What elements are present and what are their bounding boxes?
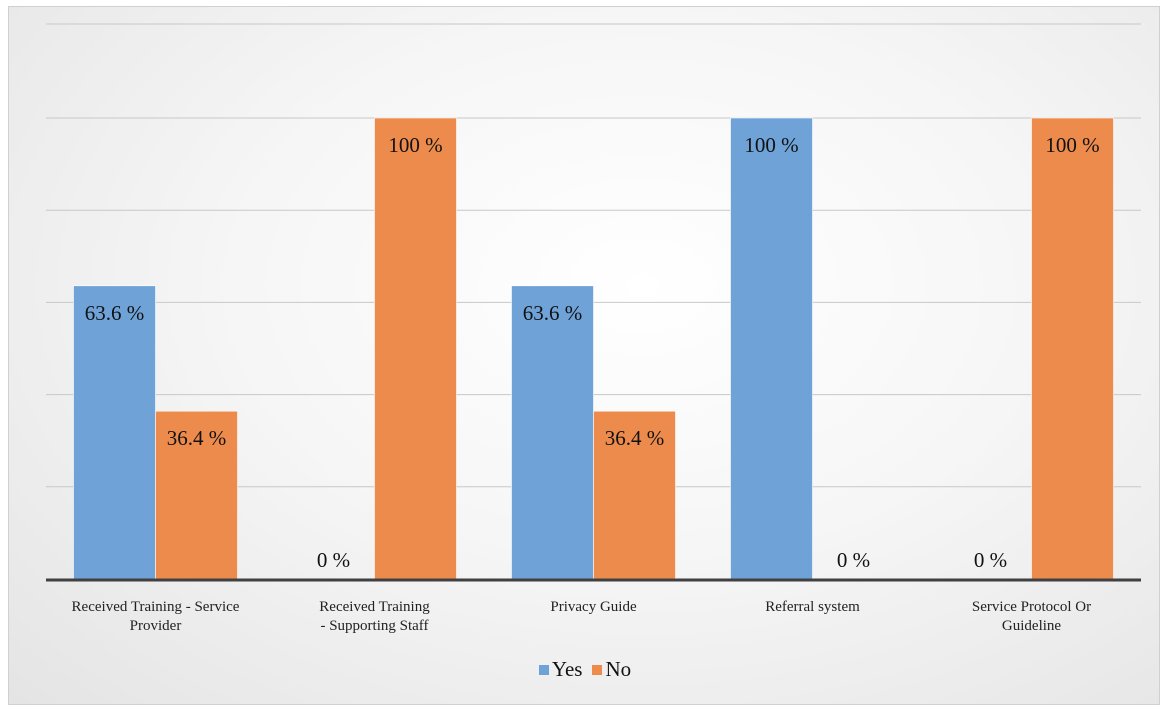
bar-no-2 <box>593 410 676 580</box>
bar-yes-2 <box>511 285 594 580</box>
legend-label: Yes <box>551 657 583 681</box>
legend-label: No <box>605 657 632 681</box>
data-label-no-0: 36.4 % <box>167 426 227 450</box>
legend: Yes No <box>9 657 1159 682</box>
data-label-yes-1: 0 % <box>317 548 350 572</box>
x-tick-label: Service Protocol Or Guideline <box>972 599 1091 634</box>
legend-item-no: No <box>592 657 631 682</box>
data-label-yes-2: 63.6 % <box>523 301 583 325</box>
data-label-no-2: 36.4 % <box>605 426 665 450</box>
data-label-no-4: 100 % <box>1045 133 1099 157</box>
data-label-yes-3: 100 % <box>744 133 798 157</box>
x-tick-label: Referral system <box>765 599 860 615</box>
legend-swatch <box>538 664 549 675</box>
data-label-yes-0: 63.6 % <box>85 301 145 325</box>
data-label-no-3: 0 % <box>837 548 870 572</box>
data-label-yes-4: 0 % <box>974 548 1007 572</box>
x-tick-label: Privacy Guide <box>550 599 637 615</box>
x-tick-label: Received Training - Service Provider <box>72 599 240 634</box>
chart-frame: 63.6 % 36.4 % Received Training - Service P… <box>8 6 1160 705</box>
legend-item-yes: Yes <box>538 657 583 682</box>
bar-yes-3 <box>730 117 813 580</box>
bar-no-1 <box>374 117 457 580</box>
bar-no-4 <box>1031 117 1114 580</box>
bar-yes-0 <box>73 285 156 580</box>
legend-swatch <box>592 664 603 675</box>
x-tick-label: Received Training - Supporting Staff <box>319 599 430 634</box>
bar-no-0 <box>155 410 238 580</box>
data-label-no-1: 100 % <box>388 133 442 157</box>
bar-chart: 63.6 % 36.4 % Received Training - Service P… <box>46 23 1141 634</box>
